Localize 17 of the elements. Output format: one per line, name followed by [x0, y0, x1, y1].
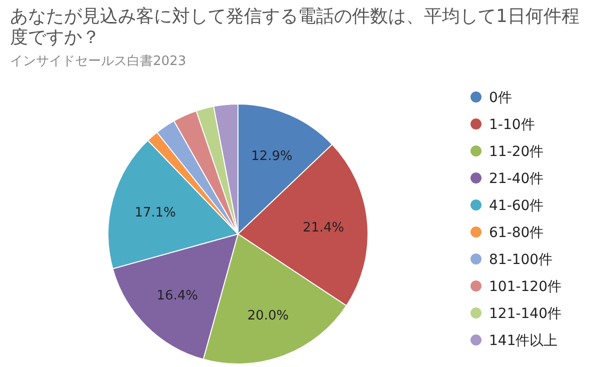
data-label: 16.4% [156, 288, 198, 304]
legend-label: 21-40件 [489, 171, 544, 187]
legend-label: 61-80件 [489, 225, 544, 241]
legend-label: 0件 [489, 90, 512, 106]
data-label: 12.9% [251, 149, 292, 164]
chart-subtitle: インサイドセールス白書2023 [10, 53, 186, 70]
data-label: 20.0% [247, 308, 289, 324]
legend-label: 101-120件 [489, 279, 562, 295]
legend-label: 81-100件 [489, 252, 553, 268]
data-label: 17.1% [134, 205, 176, 220]
legend-label: 1-10件 [489, 117, 535, 133]
legend-label: 11-20件 [489, 144, 544, 160]
legend-label: 141件以上 [489, 333, 558, 349]
chart-title: あなたが見込み客に対して発信する電話の件数は、平均して1日何件程度ですか？ [10, 6, 580, 48]
legend-label: 121-140件 [489, 306, 562, 322]
data-label: 21.4% [302, 220, 344, 236]
legend-label: 41-60件 [489, 198, 544, 214]
